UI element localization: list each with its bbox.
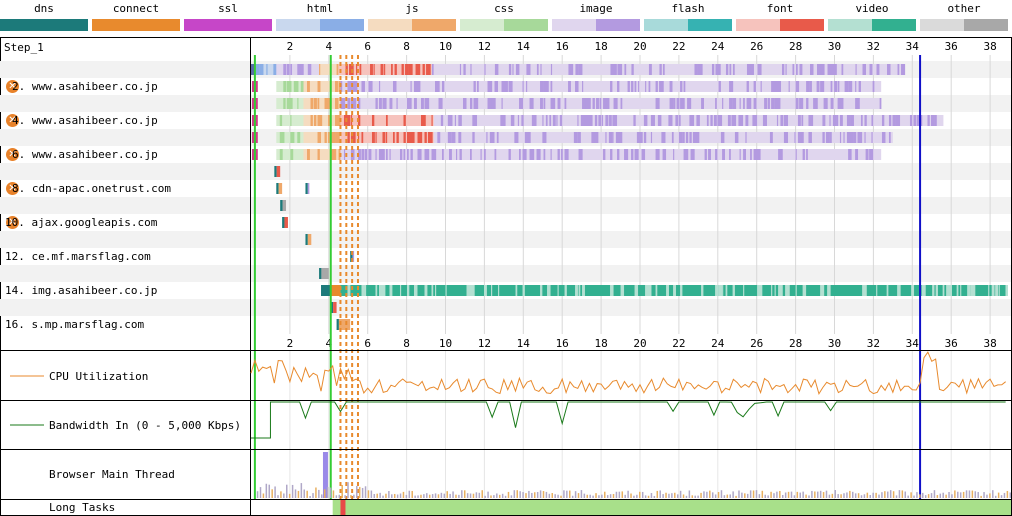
cpu-lane-frame [0, 350, 1012, 401]
request-row-label[interactable]: 12. ce.mf.marsflag.com [0, 248, 250, 265]
request-url: 1. www.asahibeer.co.jp [12, 63, 158, 76]
long-tasks-lane-label: Long Tasks [49, 501, 116, 514]
legend-item-js: js [368, 0, 456, 32]
legend-swatch [368, 19, 456, 31]
long-tasks-lane-frame [0, 499, 1012, 516]
legend-item-css: css [460, 0, 548, 32]
cpu-lane-label: CPU Utilization [49, 370, 149, 383]
warning-icon: ✕ [6, 182, 19, 195]
legend-item-connect: connect [92, 0, 180, 32]
legend-swatch [736, 19, 824, 31]
warning-icon: ✕ [6, 216, 19, 229]
legend-label: dns [34, 2, 54, 15]
step-label: Step_1 [4, 41, 44, 54]
legend-label: image [579, 2, 613, 15]
legend-label: ssl [218, 2, 238, 15]
legend-item-image: image [552, 0, 640, 32]
request-url: 16. s.mp.marsflag.com [5, 318, 145, 331]
request-url: 12. ce.mf.marsflag.com [5, 250, 151, 263]
request-url: 8. cdn-apac.onetrust.com [12, 182, 171, 195]
legend-swatch [552, 19, 640, 31]
request-url: 2. www.asahibeer.co.jp [12, 80, 158, 93]
request-row-label[interactable]: ✕ 5. www.asahibeer.co.jp [0, 129, 250, 146]
request-row-label[interactable]: 14. img.asahibeer.co.jp [0, 282, 250, 299]
request-row-label[interactable]: ✕ 10. ajax.googleapis.com [0, 214, 250, 231]
legend-swatch [184, 19, 272, 31]
legend-swatch [276, 19, 364, 31]
legend-label: flash [671, 2, 705, 15]
legend-swatch [460, 19, 548, 31]
legend-swatch [92, 19, 180, 31]
request-url: 7. cdnjs.cloudflare.com [12, 165, 165, 178]
request-url: 3. www.asahibeer.co.jp [12, 97, 158, 110]
warning-icon: ✕ [6, 80, 19, 93]
request-row-label[interactable]: 1. www.asahibeer.co.jp [0, 61, 250, 78]
legend-item-html: html [276, 0, 364, 32]
request-row-label[interactable]: 9. cdn-apac.onetru...ation.onetrust.com [0, 197, 270, 214]
legend-label: connect [112, 2, 160, 15]
legend-item-other: other [920, 0, 1008, 32]
request-url: 15. dmp.im-apps.net [5, 301, 131, 314]
resource-type-legend: dns connect ssl html js css image flash font vide… [0, 0, 1012, 32]
legend-label: js [405, 2, 419, 15]
warning-icon: ✕ [6, 114, 19, 127]
request-row-label[interactable]: 16. s.mp.marsflag.com [0, 316, 250, 333]
legend-label: font [766, 2, 794, 15]
legend-item-ssl: ssl [184, 0, 272, 32]
legend-swatch [828, 19, 916, 31]
request-row-label[interactable]: 15. dmp.im-apps.net [0, 299, 250, 316]
request-row-label[interactable]: ✕ 6. www.asahibeer.co.jp [0, 146, 250, 163]
request-row-label[interactable]: ✕ 4. www.asahibeer.co.jp [0, 112, 250, 129]
cpu-legend-line [10, 375, 44, 377]
legend-label: video [855, 2, 889, 15]
legend-swatch [0, 19, 88, 31]
request-url: 14. img.asahibeer.co.jp [5, 284, 158, 297]
legend-swatch [644, 19, 732, 31]
request-row-label[interactable]: ✕ 8. cdn-apac.onetrust.com [0, 180, 250, 197]
legend-item-video: video [828, 0, 916, 32]
legend-item-font: font [736, 0, 824, 32]
legend-label: html [306, 2, 334, 15]
request-row-label[interactable]: 13. www.googletagmanager.com [0, 265, 250, 282]
request-url: 4. www.asahibeer.co.jp [12, 114, 158, 127]
request-url: 6. www.asahibeer.co.jp [12, 148, 158, 161]
request-url: 10. ajax.googleapis.com [5, 216, 158, 229]
request-row-label[interactable]: ✕ 3. www.asahibeer.co.jp [0, 95, 250, 112]
legend-item-flash: flash [644, 0, 732, 32]
legend-item-dns: dns [0, 0, 88, 32]
request-url: 5. www.asahibeer.co.jp [12, 131, 158, 144]
request-url: 9. cdn-apac.onetru...ation.onetrust.com [12, 199, 271, 212]
request-row-label[interactable]: ✕ 7. cdnjs.cloudflare.com [0, 163, 250, 180]
request-row-label[interactable]: ✕ 2. www.asahibeer.co.jp [0, 78, 250, 95]
main-thread-lane-label: Browser Main Thread [49, 468, 175, 481]
legend-swatch [920, 19, 1008, 31]
legend-label: css [494, 2, 514, 15]
warning-icon: ✕ [6, 148, 19, 161]
bandwidth-lane-label: Bandwidth In (0 - 5,000 Kbps) [49, 419, 242, 432]
legend-label: other [947, 2, 981, 15]
request-url: 13. www.googletagmanager.com [5, 267, 191, 280]
request-url: 11. ce.mf.marsflag.com [5, 233, 151, 246]
request-row-label[interactable]: 11. ce.mf.marsflag.com [0, 231, 250, 248]
bandwidth-legend-line [10, 424, 44, 426]
